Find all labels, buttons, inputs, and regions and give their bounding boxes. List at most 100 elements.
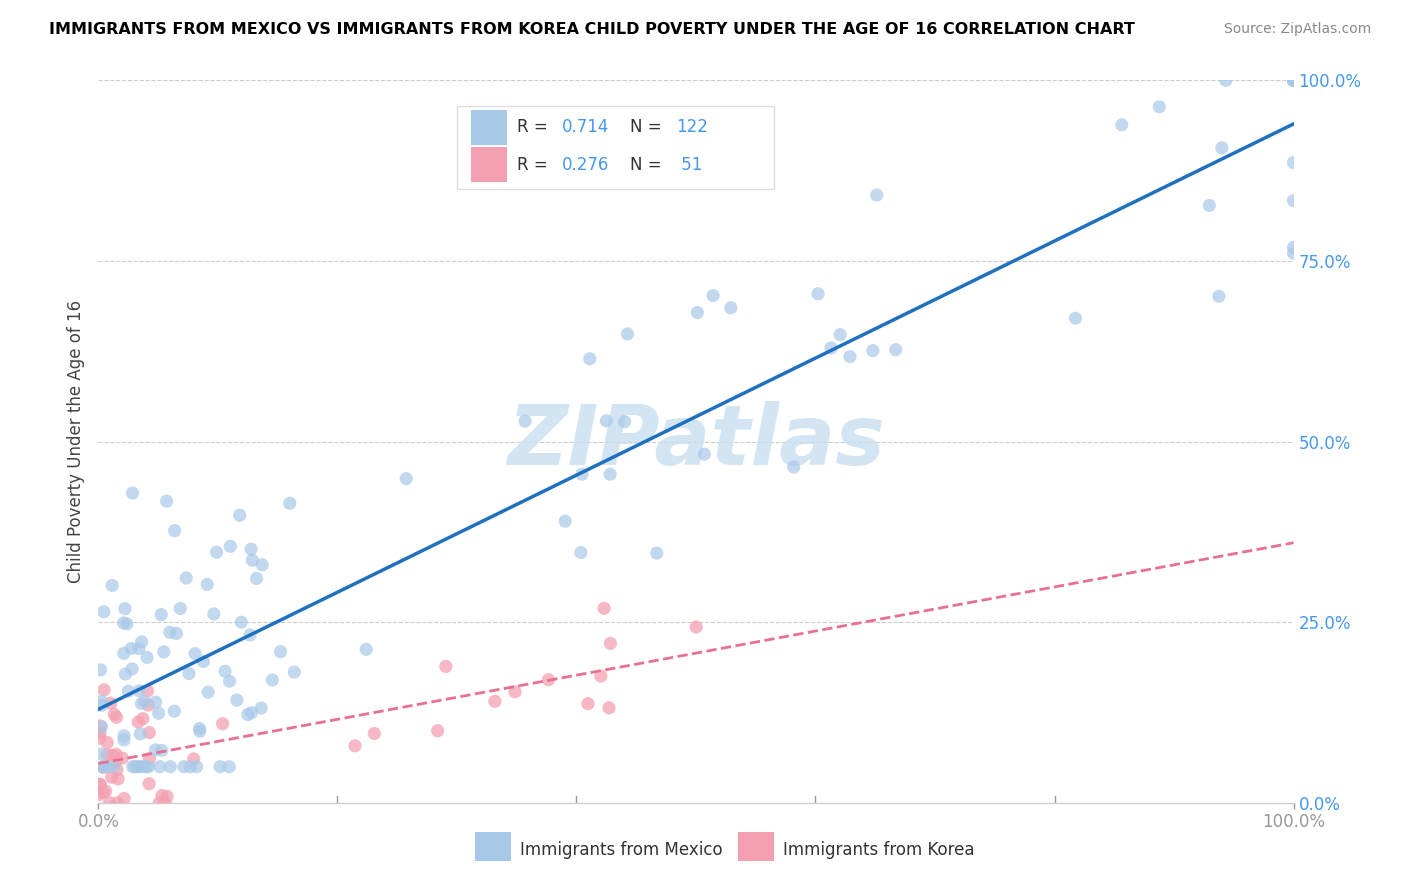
Point	[225, 693, 247, 707]
Point	[613, 415, 636, 429]
Point	[426, 723, 449, 738]
Point	[138, 698, 160, 712]
Point	[1282, 240, 1305, 254]
Text: R =: R =	[517, 156, 553, 174]
Point	[343, 739, 366, 753]
FancyBboxPatch shape	[471, 147, 508, 182]
Point	[114, 667, 136, 681]
Point	[599, 636, 621, 650]
Point	[94, 784, 117, 798]
Point	[91, 760, 114, 774]
Point	[103, 707, 125, 722]
Text: 51: 51	[676, 156, 702, 174]
Point	[616, 326, 638, 341]
Point	[105, 763, 128, 777]
Point	[93, 682, 115, 697]
Point	[98, 796, 121, 810]
Point	[1208, 289, 1230, 303]
Point	[1282, 73, 1305, 87]
Point	[1198, 198, 1220, 212]
Point	[186, 760, 208, 774]
Point	[783, 460, 806, 475]
Point	[693, 447, 716, 461]
Point	[188, 724, 211, 739]
Point	[90, 720, 112, 734]
Point	[159, 625, 181, 640]
Point	[100, 696, 122, 710]
Point	[124, 760, 146, 774]
Point	[820, 341, 842, 355]
Point	[148, 796, 170, 810]
Point	[1211, 141, 1233, 155]
Point	[89, 731, 111, 746]
Point	[866, 188, 889, 202]
Point	[101, 748, 124, 763]
Text: R =: R =	[517, 119, 553, 136]
Point	[89, 777, 111, 791]
Point	[96, 735, 118, 749]
Point	[195, 577, 218, 591]
Point	[135, 760, 157, 774]
Point	[159, 760, 181, 774]
Point	[278, 496, 301, 510]
Point	[138, 777, 160, 791]
Text: N =: N =	[630, 119, 666, 136]
Point	[128, 683, 150, 698]
Text: 0.714: 0.714	[562, 119, 609, 136]
Point	[131, 635, 153, 649]
Point	[197, 685, 219, 699]
Point	[205, 545, 228, 559]
Point	[152, 645, 174, 659]
Point	[138, 725, 160, 739]
Point	[239, 628, 262, 642]
Point	[112, 729, 135, 743]
Point	[93, 760, 115, 774]
Point	[112, 646, 135, 660]
Point	[240, 706, 263, 720]
Point	[150, 607, 173, 622]
Point	[128, 641, 150, 656]
Point	[148, 706, 170, 721]
Point	[1064, 311, 1087, 326]
Point	[1282, 194, 1305, 208]
Point	[262, 673, 284, 687]
Point	[685, 620, 707, 634]
Point	[128, 760, 150, 774]
Point	[250, 558, 273, 572]
Point	[105, 710, 128, 724]
Point	[179, 760, 201, 774]
Point	[111, 751, 134, 765]
Point	[250, 701, 273, 715]
Point	[571, 467, 593, 482]
Point	[202, 607, 225, 621]
Point	[395, 472, 418, 486]
Point	[90, 747, 112, 761]
Point	[138, 760, 160, 774]
Point	[145, 695, 167, 709]
Point	[578, 351, 600, 366]
Point	[599, 467, 621, 482]
Point	[1111, 118, 1133, 132]
Point	[112, 615, 135, 630]
Point	[121, 486, 143, 500]
Point	[134, 695, 156, 709]
Point	[484, 694, 506, 708]
Point	[115, 616, 138, 631]
Point	[150, 789, 173, 803]
Point	[1282, 73, 1305, 87]
Point	[89, 719, 111, 733]
Point	[211, 716, 233, 731]
Point	[554, 514, 576, 528]
Point	[177, 666, 200, 681]
Text: 0.276: 0.276	[562, 156, 609, 174]
Point	[101, 578, 124, 592]
FancyBboxPatch shape	[475, 831, 510, 861]
Point	[129, 727, 152, 741]
Point	[155, 494, 177, 508]
Point	[173, 760, 195, 774]
Point	[598, 701, 620, 715]
Point	[156, 789, 179, 804]
Point	[174, 571, 197, 585]
Point	[503, 685, 526, 699]
Point	[218, 760, 240, 774]
